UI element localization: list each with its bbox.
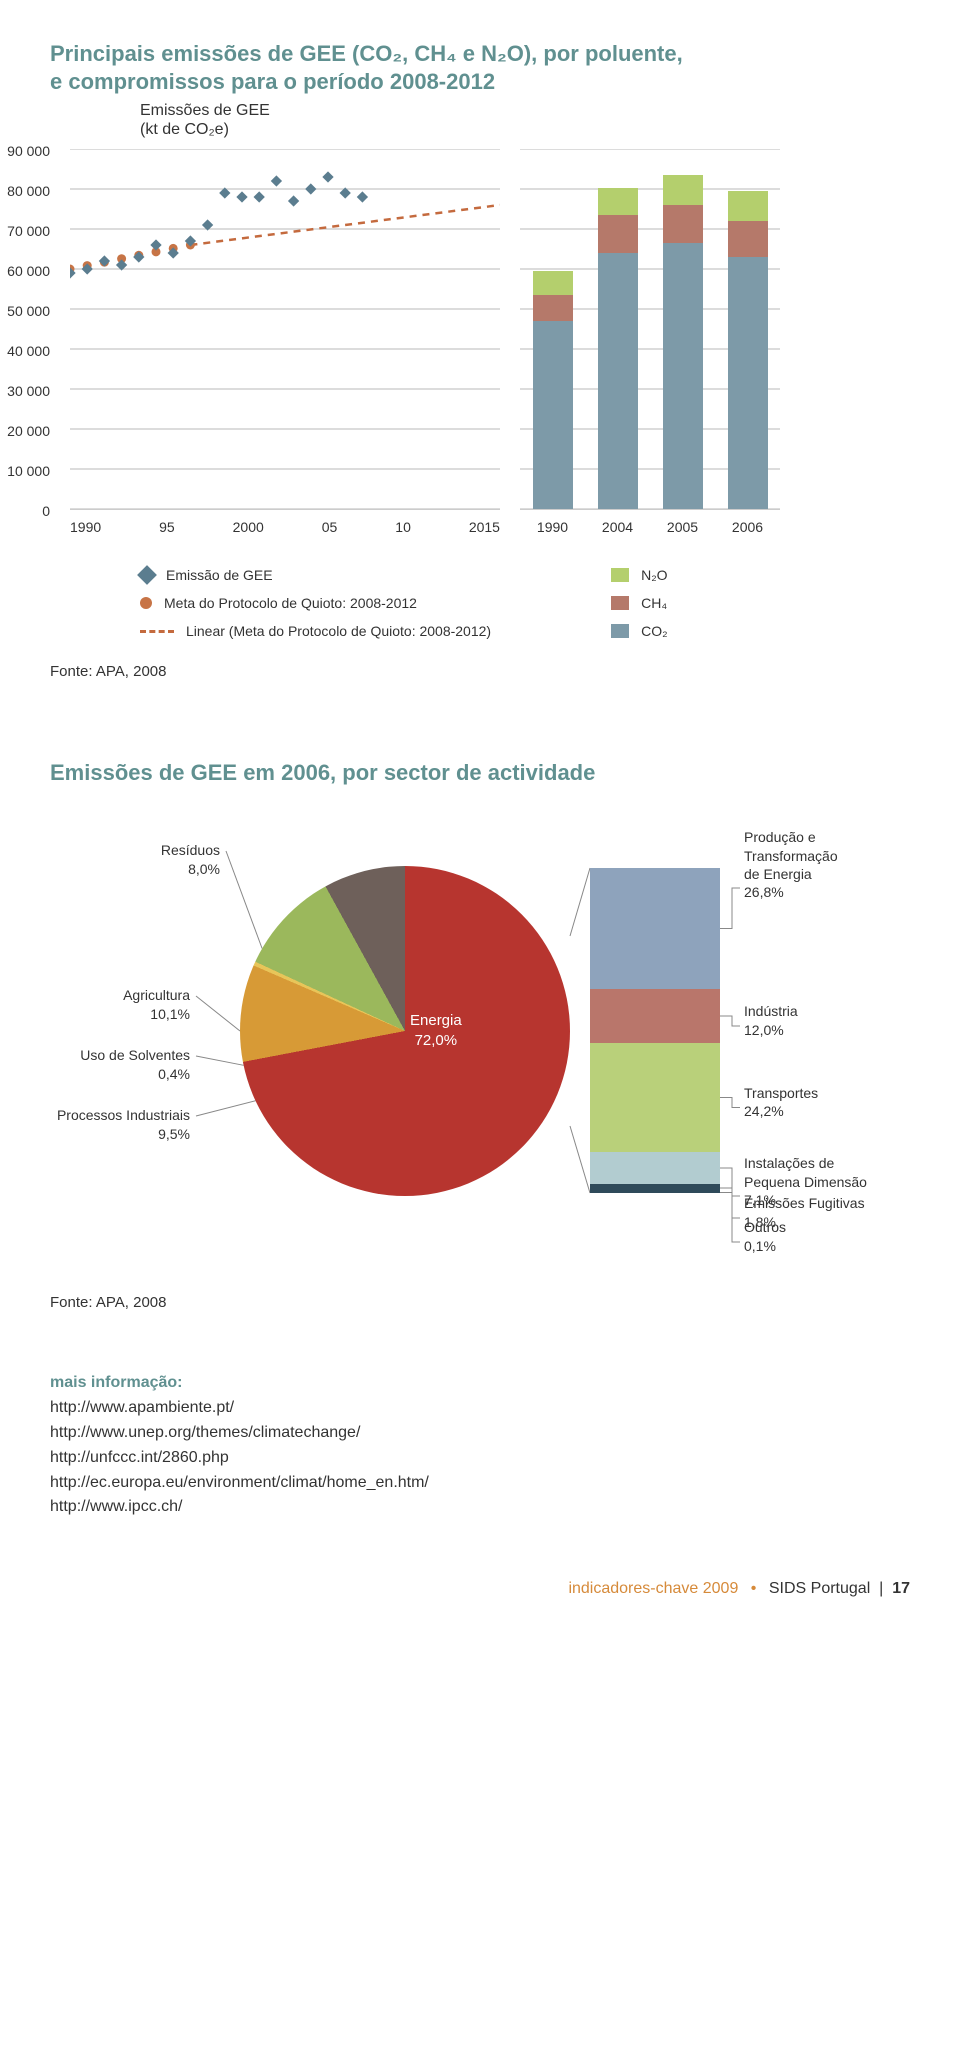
info-link[interactable]: http://www.apambiente.pt/ (50, 1396, 910, 1421)
breakdown-label: Outros0,1% (744, 1218, 786, 1254)
legend-marker (611, 596, 629, 610)
bar (598, 188, 638, 509)
breakdown-seg (590, 1152, 720, 1184)
x-tick: 2005 (667, 519, 698, 535)
chart1-line-xaxis: 1990 95 2000 05 10 2015 (70, 519, 500, 535)
pie-label: Agricultura10,1% (123, 986, 190, 1022)
page-footer: indicadores-chave 2009 • SIDS Portugal |… (50, 1580, 910, 1598)
x-tick: 2006 (732, 519, 763, 535)
legend-marker (140, 597, 152, 609)
bar-seg-n2o (663, 175, 703, 205)
info-link[interactable]: http://www.unep.org/themes/climatechange… (50, 1421, 910, 1446)
bar-seg-ch4 (663, 205, 703, 243)
legend-marker (611, 568, 629, 582)
chart1-line-plot: 199095200005102015 (70, 149, 500, 510)
legend-item: Emissão de GEE (140, 561, 491, 589)
chart1-legend-left: Emissão de GEEMeta do Protocolo de Quiot… (140, 561, 491, 645)
legend-item: CH₄ (611, 589, 667, 617)
legend-label: Linear (Meta do Protocolo de Quioto: 200… (186, 617, 491, 645)
pie-label: Uso de Solventes0,4% (80, 1046, 190, 1082)
bar-seg-co2 (728, 257, 768, 509)
legend-item: Meta do Protocolo de Quioto: 2008-2012 (140, 589, 491, 617)
chart1-legend-right: N₂OCH₄CO₂ (611, 561, 667, 645)
chart1-plot-area: 90 00080 00070 00060 00050 00040 00030 0… (50, 149, 910, 511)
bar-seg-n2o (728, 191, 768, 221)
chart2-title: Emissões de GEE em 2006, por sector de a… (50, 760, 910, 786)
bar-seg-co2 (598, 253, 638, 509)
legend-label: Emissão de GEE (166, 561, 273, 589)
x-tick: 1990 (70, 519, 101, 535)
footer-right: SIDS Portugal (769, 1580, 870, 1597)
bar-seg-n2o (598, 188, 638, 215)
chart1-source: Fonte: APA, 2008 (50, 663, 910, 680)
info-link[interactable]: http://unfccc.int/2860.php (50, 1446, 910, 1471)
legend-label: N₂O (641, 561, 667, 589)
legend-label: Meta do Protocolo de Quioto: 2008-2012 (164, 589, 417, 617)
legend-marker (611, 624, 629, 638)
breakdown-label: Indústria12,0% (744, 1002, 798, 1038)
bar-seg-co2 (663, 243, 703, 509)
breakdown-seg (590, 989, 720, 1043)
more-info: mais informação: http://www.apambiente.p… (50, 1371, 910, 1520)
legend-item: CO₂ (611, 617, 667, 645)
info-link[interactable]: http://www.ipcc.ch/ (50, 1495, 910, 1520)
x-tick: 2000 (233, 519, 264, 535)
legend-item: N₂O (611, 561, 667, 589)
x-tick: 2004 (602, 519, 633, 535)
more-info-heading: mais informação: (50, 1371, 910, 1396)
footer-separator: • (751, 1580, 757, 1597)
chart2-source: Fonte: APA, 2008 (50, 1294, 910, 1311)
legend-label: CH₄ (641, 589, 667, 617)
footer-left: indicadores-chave 2009 (568, 1580, 738, 1597)
chart1-bar-plot: 1990200420052006 (520, 149, 780, 510)
chart1-subtitle: Emissões de GEE (kt de CO₂e) (140, 101, 910, 139)
x-tick: 05 (322, 519, 338, 535)
pie-chart (240, 866, 570, 1196)
chart1-title-line1: Principais emissões de GEE (CO₂, CH₄ e N… (50, 40, 910, 68)
bar (663, 175, 703, 509)
bar-seg-ch4 (728, 221, 768, 257)
breakdown-seg (590, 1192, 720, 1193)
bar (533, 271, 573, 509)
legend-marker (140, 630, 174, 633)
x-tick: 2015 (469, 519, 500, 535)
breakdown-label: Transportes24,2% (744, 1084, 818, 1120)
pie-label: Resíduos8,0% (161, 841, 220, 877)
bar-seg-ch4 (533, 295, 573, 321)
x-tick: 10 (395, 519, 411, 535)
breakdown-label: Produção eTransformaçãode Energia26,8% (744, 828, 838, 901)
chart1-title-line2: e compromissos para o período 2008-2012 (50, 68, 910, 96)
chart1-legend: Emissão de GEEMeta do Protocolo de Quiot… (50, 561, 910, 645)
chart1-bars-xaxis: 1990 2004 2005 2006 (520, 519, 780, 535)
pie-label: Processos Industriais9,5% (57, 1106, 190, 1142)
info-link[interactable]: http://ec.europa.eu/environment/climat/h… (50, 1471, 910, 1496)
legend-label: CO₂ (641, 617, 667, 645)
breakdown-seg (590, 868, 720, 989)
bar-seg-n2o (533, 271, 573, 295)
legend-marker (137, 565, 157, 585)
bar-seg-ch4 (598, 215, 638, 253)
bar (728, 191, 768, 509)
breakdown-seg (590, 1184, 720, 1192)
page-number: 17 (892, 1580, 910, 1597)
pie-center-label: Energia 72,0% (410, 1011, 462, 1050)
chart1-title: Principais emissões de GEE (CO₂, CH₄ e N… (50, 40, 910, 95)
chart2-area: Energia 72,0% Resíduos8,0% Agricultura10,… (50, 816, 910, 1276)
energy-breakdown-column (590, 868, 720, 1193)
x-tick: 1990 (537, 519, 568, 535)
legend-item: Linear (Meta do Protocolo de Quioto: 200… (140, 617, 491, 645)
breakdown-seg (590, 1043, 720, 1152)
bar-seg-co2 (533, 321, 573, 509)
x-tick: 95 (159, 519, 175, 535)
